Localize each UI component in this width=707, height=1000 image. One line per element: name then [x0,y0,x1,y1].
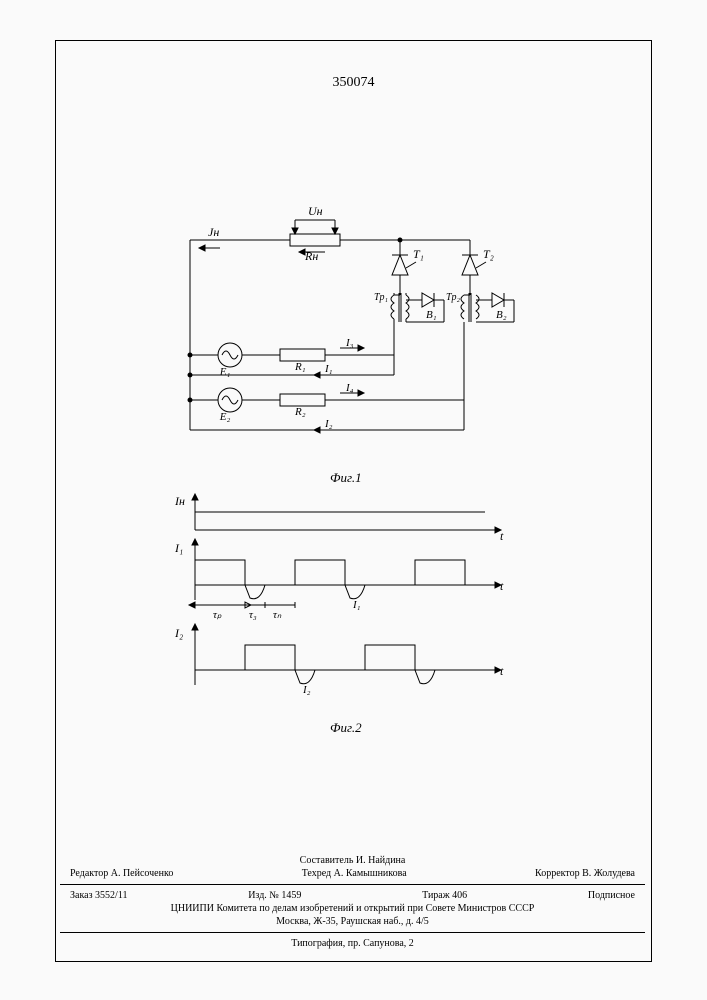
figure1-label: Фиг.1 [330,470,362,486]
compiler-line: Составитель И. Найдина [60,854,645,867]
label-T2: T₂ [483,247,494,261]
waveform-graphs: Iн t I₁ t τₚ τ₃ τₙ I₁ [165,490,525,710]
circuit-diagram: Uн Jн Rн T₁ T₂ Tp₁ Tp₂ B₁ B₂ E₁ E₂ R₁ R₂… [170,200,530,480]
label-B1: B₁ [426,309,437,321]
techred: Техред А. Камышникова [302,867,407,880]
footer-block: Составитель И. Найдина Редактор А. Пейсо… [60,854,645,950]
label-tau-3: τ₃ [249,609,257,621]
label-I4: I₄ [345,382,354,394]
corrector: Корректор В. Жолудева [535,867,635,880]
label-E1: E₁ [219,366,231,378]
label-tau-p: τₚ [213,609,222,621]
label-E2: E₂ [219,411,231,423]
axis-t3: t [500,664,504,678]
label-I2: I₂ [324,418,333,430]
podpis: Подписное [588,889,635,902]
label-I2mark: I₂ [302,684,311,696]
order-no: Заказ 3552/11 [70,889,127,902]
axis-t2: t [500,579,504,593]
axis-t1: t [500,529,504,543]
editor: Редактор А. Пейсоченко [70,867,173,880]
label-tau-n: τₙ [273,609,282,621]
label-B2: B₂ [496,309,507,321]
label-Rn: Rн [304,249,318,263]
patent-page: 350074 [0,0,707,1000]
label-R1: R₁ [294,361,306,373]
label-Jn: Jн [208,225,219,239]
label-Un: Uн [308,204,323,218]
typo-line: Типография, пр. Сапунова, 2 [60,937,645,950]
axis-I1: I₁ [174,541,183,555]
label-T1: T₁ [413,247,424,261]
label-I1mark: I₁ [352,599,361,611]
axis-In: Iн [174,494,185,508]
addr-line: Москва, Ж-35, Раушская наб., д. 4/5 [60,915,645,928]
figure2-label: Фиг.2 [330,720,362,736]
tirazh: Тираж 406 [422,889,467,902]
izd-no: Изд. № 1459 [248,889,301,902]
label-I1: I₁ [324,363,333,375]
label-I3: I₃ [345,337,354,349]
label-Tp1: Tp₁ [374,292,388,303]
axis-I2: I₂ [174,626,183,640]
document-number: 350074 [0,75,707,91]
org-line: ЦНИИПИ Комитета по делам изобретений и о… [60,902,645,915]
label-Tp2: Tp₂ [446,292,461,303]
label-R2: R₂ [294,406,306,418]
